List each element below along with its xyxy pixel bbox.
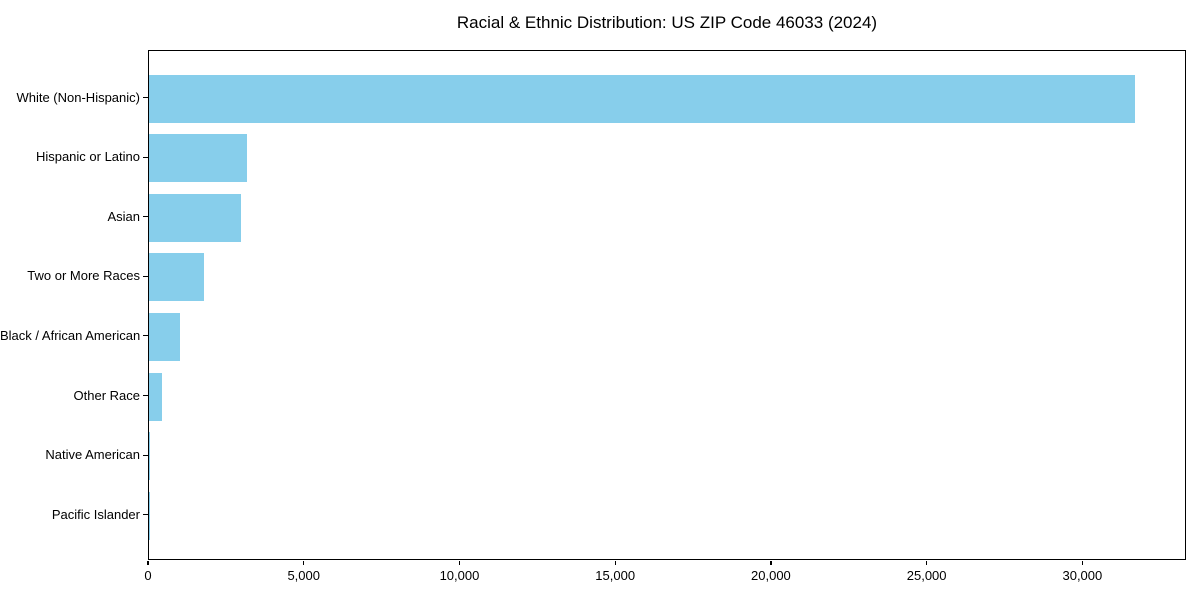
y-tick-mark: [143, 216, 148, 218]
y-tick-mark: [143, 394, 148, 397]
y-axis-label: Two or More Races: [27, 268, 140, 284]
y-axis-ticks: [143, 50, 148, 560]
y-axis-label: Hispanic or Latino: [35, 149, 140, 165]
chart-title: Racial & Ethnic Distribution: US ZIP Cod…: [456, 13, 878, 32]
y-tick-mark: [143, 335, 148, 337]
y-axis-label: White (Non-Hispanic): [16, 89, 140, 105]
x-tick-mark: [458, 561, 461, 565]
x-tick-label: 25,000: [906, 568, 947, 583]
y-axis: White (Non-Hispanic) Hispanic or Latino As…: [0, 50, 140, 560]
plot-area: [148, 50, 1186, 560]
x-tick-mark: [147, 561, 149, 565]
x-tick-mark: [614, 561, 616, 565]
y-axis-label: Black / African American: [0, 327, 141, 343]
y-tick-mark: [143, 96, 148, 99]
x-tick-mark: [1081, 561, 1083, 565]
x-tick-mark: [926, 561, 928, 565]
x-tick-label: 10,000: [439, 568, 480, 583]
x-tick-label: 5,000: [287, 568, 320, 583]
bar: [149, 372, 163, 421]
bar: [149, 432, 150, 481]
bar: [149, 134, 248, 183]
bar: [149, 74, 1135, 123]
x-tick-mark: [770, 561, 772, 565]
x-tick-mark: [303, 561, 305, 565]
y-axis-label: Other Race: [73, 387, 140, 403]
y-tick-mark: [143, 275, 148, 277]
y-tick-mark: [143, 514, 148, 516]
y-axis-label: Pacific Islander: [51, 506, 140, 522]
x-tick-label: 20,000: [751, 568, 791, 583]
bar: [149, 312, 181, 361]
y-axis-label: Asian: [107, 208, 140, 224]
x-tick-label: 30,000: [1062, 568, 1103, 583]
x-tick-label: 0: [144, 568, 152, 583]
y-axis-label: Native American: [45, 447, 140, 463]
x-tick-label: 15,000: [595, 568, 636, 583]
bar: [149, 253, 204, 302]
y-tick-mark: [143, 156, 148, 158]
y-tick-mark: [143, 454, 148, 456]
bar: [149, 193, 241, 242]
x-axis: 0 5,000 10,000 15,000 20,000 25,000 30,000: [144, 561, 1186, 593]
